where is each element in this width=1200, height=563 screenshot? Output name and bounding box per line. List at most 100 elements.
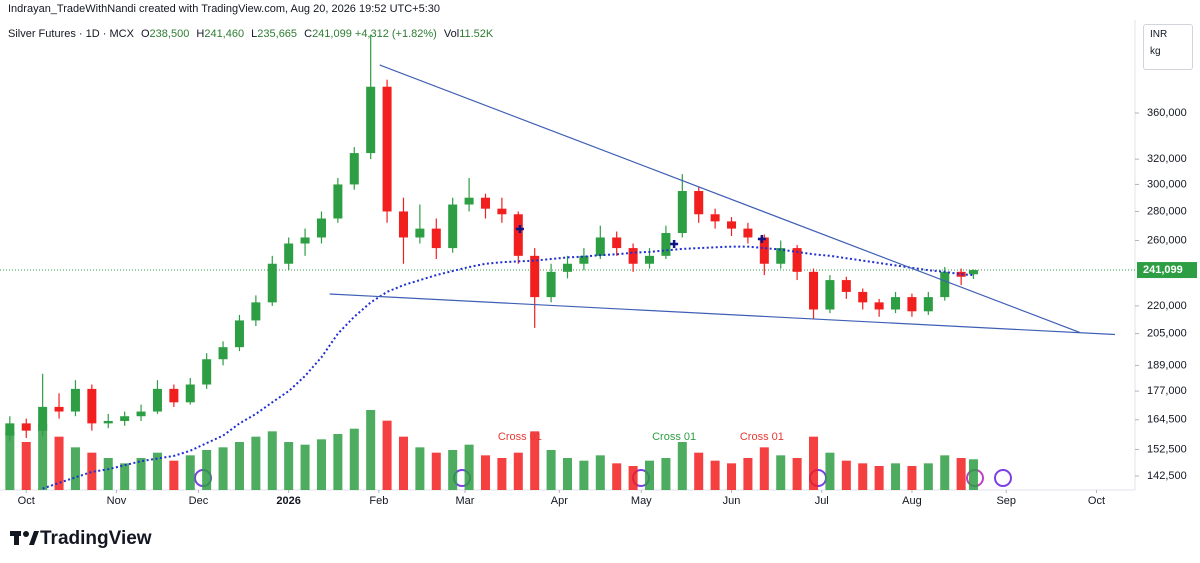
x-tick-label: Oct xyxy=(1088,495,1105,507)
candle-body xyxy=(579,255,589,264)
candle-body xyxy=(267,263,277,303)
candle-body xyxy=(284,243,294,264)
volume-bar xyxy=(103,458,113,490)
candle-body xyxy=(923,297,933,312)
symbol: Silver Futures · 1D · MCX xyxy=(8,28,134,40)
candle-body xyxy=(300,237,310,244)
icon xyxy=(994,469,1012,487)
volume-bar xyxy=(234,442,244,490)
candle-body xyxy=(956,271,966,277)
candle-body xyxy=(710,214,720,222)
volume-bar xyxy=(431,452,441,490)
volume-bar xyxy=(923,463,933,490)
candle-body xyxy=(136,411,146,417)
change: +4,312 (+1.82%) xyxy=(354,28,437,40)
y-tick-label: 280,000 xyxy=(1147,205,1187,217)
candle-body xyxy=(792,248,802,272)
candle-body xyxy=(612,237,622,249)
volume-bar xyxy=(87,452,97,490)
candle-body xyxy=(841,280,851,292)
volume-bar xyxy=(480,455,491,490)
candle-body xyxy=(513,214,523,256)
currency-box[interactable]: INR kg xyxy=(1143,24,1193,70)
y-tick-label: 205,000 xyxy=(1147,327,1187,339)
candle-body xyxy=(38,406,48,431)
last-price-box xyxy=(1137,262,1197,279)
x-tick-label: Oct xyxy=(18,495,35,507)
volume-bar xyxy=(38,423,48,490)
ohlc-value: 241,099 xyxy=(312,28,352,40)
candle-body xyxy=(120,416,130,421)
candle-body xyxy=(776,248,786,264)
volume-bar xyxy=(727,463,737,490)
candle-body xyxy=(431,228,441,249)
candle-body xyxy=(677,191,687,234)
volume-bar xyxy=(956,458,966,490)
volume-bar xyxy=(792,458,802,490)
volume-bar xyxy=(300,444,310,490)
candle-body xyxy=(5,423,15,436)
currency: INR xyxy=(1150,29,1168,40)
volume-bar xyxy=(152,452,162,490)
volume-bar xyxy=(907,466,917,490)
candle-body xyxy=(825,280,835,310)
candle-body xyxy=(333,184,343,219)
candle-body xyxy=(727,221,737,229)
candle-body xyxy=(907,297,917,312)
volume-bar xyxy=(579,460,589,490)
signal-label: Cross 01 xyxy=(740,431,784,443)
volume-bar xyxy=(710,460,720,490)
candle-body xyxy=(54,406,64,412)
ohlc-key: C xyxy=(304,28,313,40)
trend-line xyxy=(379,64,1081,334)
moving-average xyxy=(42,245,974,490)
x-tick-label: Apr xyxy=(551,495,568,507)
candle-body xyxy=(562,263,573,272)
volume-bar xyxy=(333,434,343,490)
volume-bar xyxy=(185,455,195,490)
candle-body xyxy=(382,86,392,212)
volume-bar xyxy=(743,458,753,490)
volume-key: Vol xyxy=(443,28,460,40)
x-tick-label: Jul xyxy=(815,495,829,507)
candle-body xyxy=(480,197,491,209)
volume-bar xyxy=(398,436,408,490)
x-tick-label: 2026 xyxy=(276,495,300,507)
candle-body xyxy=(169,388,179,403)
ohlc-value: 238,500 xyxy=(149,28,190,40)
volume-bar xyxy=(841,460,851,490)
signal-marker xyxy=(515,225,524,234)
x-tick-label: Nov xyxy=(107,495,127,507)
candle-body xyxy=(874,302,884,310)
signal-label: Cross 01 xyxy=(498,431,542,443)
y-tick-label: 220,000 xyxy=(1147,300,1187,312)
volume-bar xyxy=(891,463,901,490)
volume-bar xyxy=(595,455,605,490)
candle-body xyxy=(448,204,458,249)
credit: Indrayan_TradeWithNandi created with Tra… xyxy=(8,3,441,15)
volume-bar xyxy=(513,452,523,490)
volume-bar xyxy=(284,442,294,490)
candle-body xyxy=(644,255,655,264)
candle-body xyxy=(185,384,195,403)
candle-body xyxy=(70,388,80,412)
volume-bar xyxy=(940,455,950,490)
candle-body xyxy=(464,197,474,205)
brand-logo xyxy=(10,531,39,545)
volume-bar xyxy=(546,450,556,490)
brand: TradingView xyxy=(40,528,152,549)
volume-bar xyxy=(694,452,704,490)
candle-body xyxy=(218,347,228,360)
volume-value: 11.52K xyxy=(459,28,494,40)
volume-bar xyxy=(968,459,978,490)
candle-body xyxy=(743,228,753,238)
volume-bar xyxy=(316,439,326,490)
plot xyxy=(0,34,1135,490)
legend: Silver Futures · 1D · MCX O238,500 H241,… xyxy=(8,28,493,40)
volume-bar xyxy=(169,460,179,490)
volume-bar xyxy=(70,447,80,490)
y-tick-label: 142,500 xyxy=(1147,470,1187,482)
candle-body xyxy=(694,191,704,215)
x-tick-label: Dec xyxy=(189,495,209,507)
